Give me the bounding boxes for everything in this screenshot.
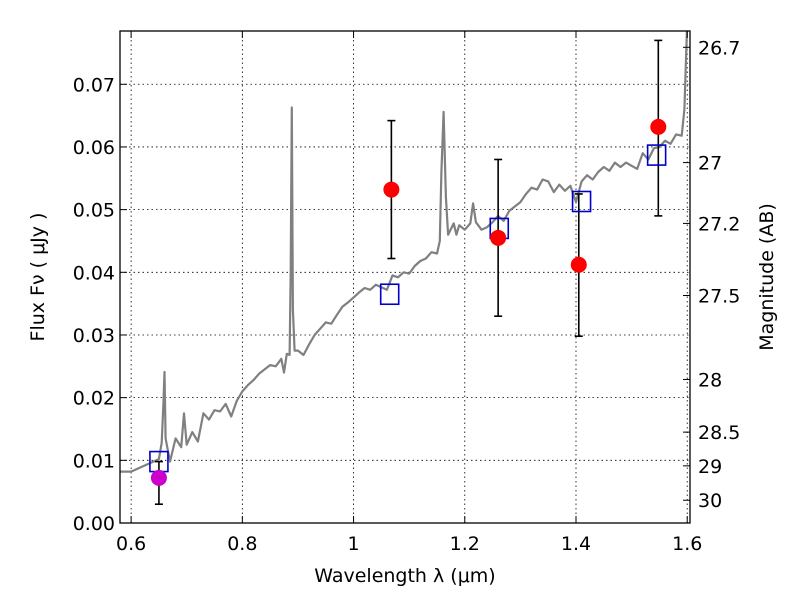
right-tick-label: 27.2: [698, 213, 740, 235]
model-square-marker: [571, 190, 592, 213]
spectrum-line: [120, 31, 689, 473]
model-square-marker: [646, 144, 667, 166]
y-tick-label: 0.02: [73, 388, 115, 410]
right-tick-label: 29: [698, 456, 722, 478]
y-tick-label: 0.07: [73, 74, 115, 96]
model-square-marker: [379, 283, 400, 306]
observed-point-marker: [150, 469, 167, 486]
x-tick-label: 1: [348, 533, 360, 555]
x-tick-label: 0.6: [116, 533, 146, 555]
x-tick-label: 0.8: [227, 533, 257, 555]
right-tick-labels: 26.7 27 27.2 27.5 28 28.5 29 30: [698, 37, 740, 512]
observed-point-marker: [650, 118, 667, 135]
grid-lines: [120, 31, 690, 524]
x-tick-labels: 0.6 0.8 1 1.2 1.4 1.6: [116, 533, 702, 555]
plot-frame: [119, 30, 691, 524]
x-axis-label: Wavelength λ (μm): [314, 565, 495, 587]
right-tick-label: 28: [698, 369, 722, 391]
observed-point-marker: [490, 229, 507, 246]
y-tick-label: 0.00: [73, 513, 115, 535]
x-tick-label: 1.4: [561, 533, 591, 555]
y-tick-labels: 0.00 0.01 0.02 0.03 0.04 0.05 0.06 0.07: [73, 74, 115, 535]
y-tick-label: 0.01: [73, 450, 115, 472]
right-axis-label: Magnitude (AB): [756, 203, 778, 351]
x-tick-label: 1.2: [450, 533, 480, 555]
y-tick-label: 0.05: [73, 200, 115, 222]
y-axis-label: Flux Fν ( μJy ): [27, 213, 49, 342]
right-tick-label: 27.5: [698, 285, 740, 307]
axis-ticks: [120, 31, 690, 524]
spectrum-layer: [120, 31, 689, 473]
right-tick-label: 26.7: [698, 37, 740, 59]
y-tick-label: 0.04: [73, 262, 115, 284]
right-tick-label: 30: [698, 490, 722, 512]
marker-layer: [149, 118, 667, 486]
right-tick-label: 27: [698, 153, 722, 175]
y-tick-label: 0.06: [73, 137, 115, 159]
observed-point-marker: [570, 256, 587, 273]
x-tick-label: 1.6: [672, 533, 702, 555]
right-tick-label: 28.5: [698, 422, 740, 444]
observed-point-marker: [383, 181, 400, 198]
y-tick-label: 0.03: [73, 325, 115, 347]
